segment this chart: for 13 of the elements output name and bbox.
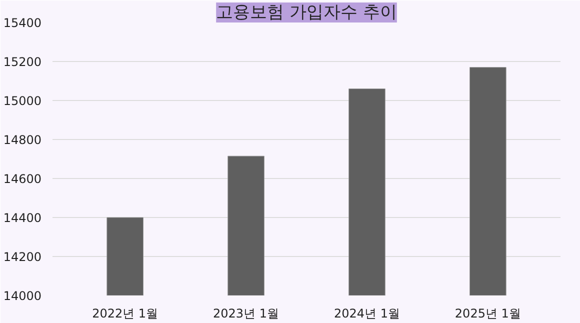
y-tick-label: 14200 bbox=[3, 250, 42, 264]
y-tick-label: 14800 bbox=[3, 133, 42, 147]
y-tick-label: 14400 bbox=[3, 211, 42, 225]
y-tick-label: 14000 bbox=[3, 289, 42, 303]
chart-title: 고용보험 가입자수 추이 bbox=[216, 2, 397, 22]
y-tick-label: 15400 bbox=[3, 16, 42, 30]
x-tick-label: 2023년 1월 bbox=[213, 306, 280, 320]
y-tick-label: 15200 bbox=[3, 55, 42, 69]
y-tick-label: 15000 bbox=[3, 94, 42, 108]
x-tick-label: 2024년 1월 bbox=[334, 306, 400, 320]
x-tick-label: 2025년 1월 bbox=[454, 306, 521, 320]
x-tick-label: 2022년 1월 bbox=[92, 306, 158, 320]
y-tick-label: 14600 bbox=[3, 172, 42, 186]
